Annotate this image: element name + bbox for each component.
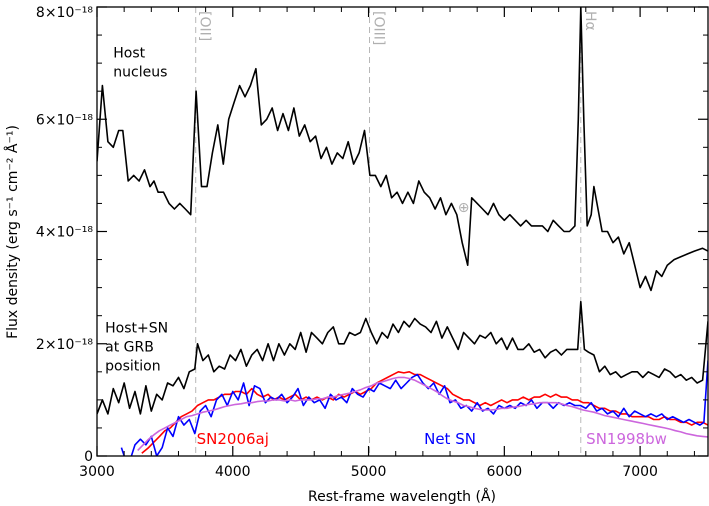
series-line-3 [120,360,708,456]
annotation-line: nucleus [113,65,167,81]
x-tick-label-4: 7000 [622,464,658,480]
y-tick-label-0: 0 [84,449,93,465]
series-label-1: Net SN [424,430,476,448]
series-label-0: SN2006aj [197,430,269,448]
text-layer: 3000 4000 5000 6000 7000 0 2×10⁻¹⁸ 4×10⁻¹⁸ 6×10⁻… [36,5,667,480]
y-axis-title: Flux density (erg s⁻¹ cm⁻² Å⁻¹) [4,125,21,339]
x-tick-label-2: 5000 [351,464,387,480]
annotation-line: Host+SN [105,321,168,337]
x-tick-label-0: 3000 [79,464,115,480]
emission-line-label-0: [OII] [197,11,213,41]
emission-line-markers [195,7,582,456]
y-tick-label-1: 2×10⁻¹⁸ [36,337,93,353]
x-tick-label-3: 6000 [487,464,523,480]
y-tick-label-4: 8×10⁻¹⁸ [36,5,93,21]
annotation-line: position [105,359,160,375]
emission-line-label-1: [OIII] [371,11,387,45]
series-label-2: SN1998bw [586,430,667,448]
series-layer [97,7,708,456]
x-tick-label-1: 4000 [215,464,251,480]
annotation-0: Host nucleus [113,46,167,81]
emission-line-label-2: Hα [582,11,598,31]
series-line-0 [97,7,708,292]
x-axis-title: Rest-frame wavelength (Å) [308,488,496,505]
annotation-line: at GRB [105,340,154,356]
axis-ticks [96,6,708,457]
annotation-line: Host [113,46,145,62]
y-tick-label-3: 6×10⁻¹⁸ [36,112,93,128]
annotation-2: ⊕ [458,200,470,216]
annotation-1: Host+SN at GRB position [105,321,168,375]
series-line-4 [137,376,708,451]
y-tick-label-2: 4×10⁻¹⁸ [36,225,93,241]
series-line-1 [97,300,708,415]
